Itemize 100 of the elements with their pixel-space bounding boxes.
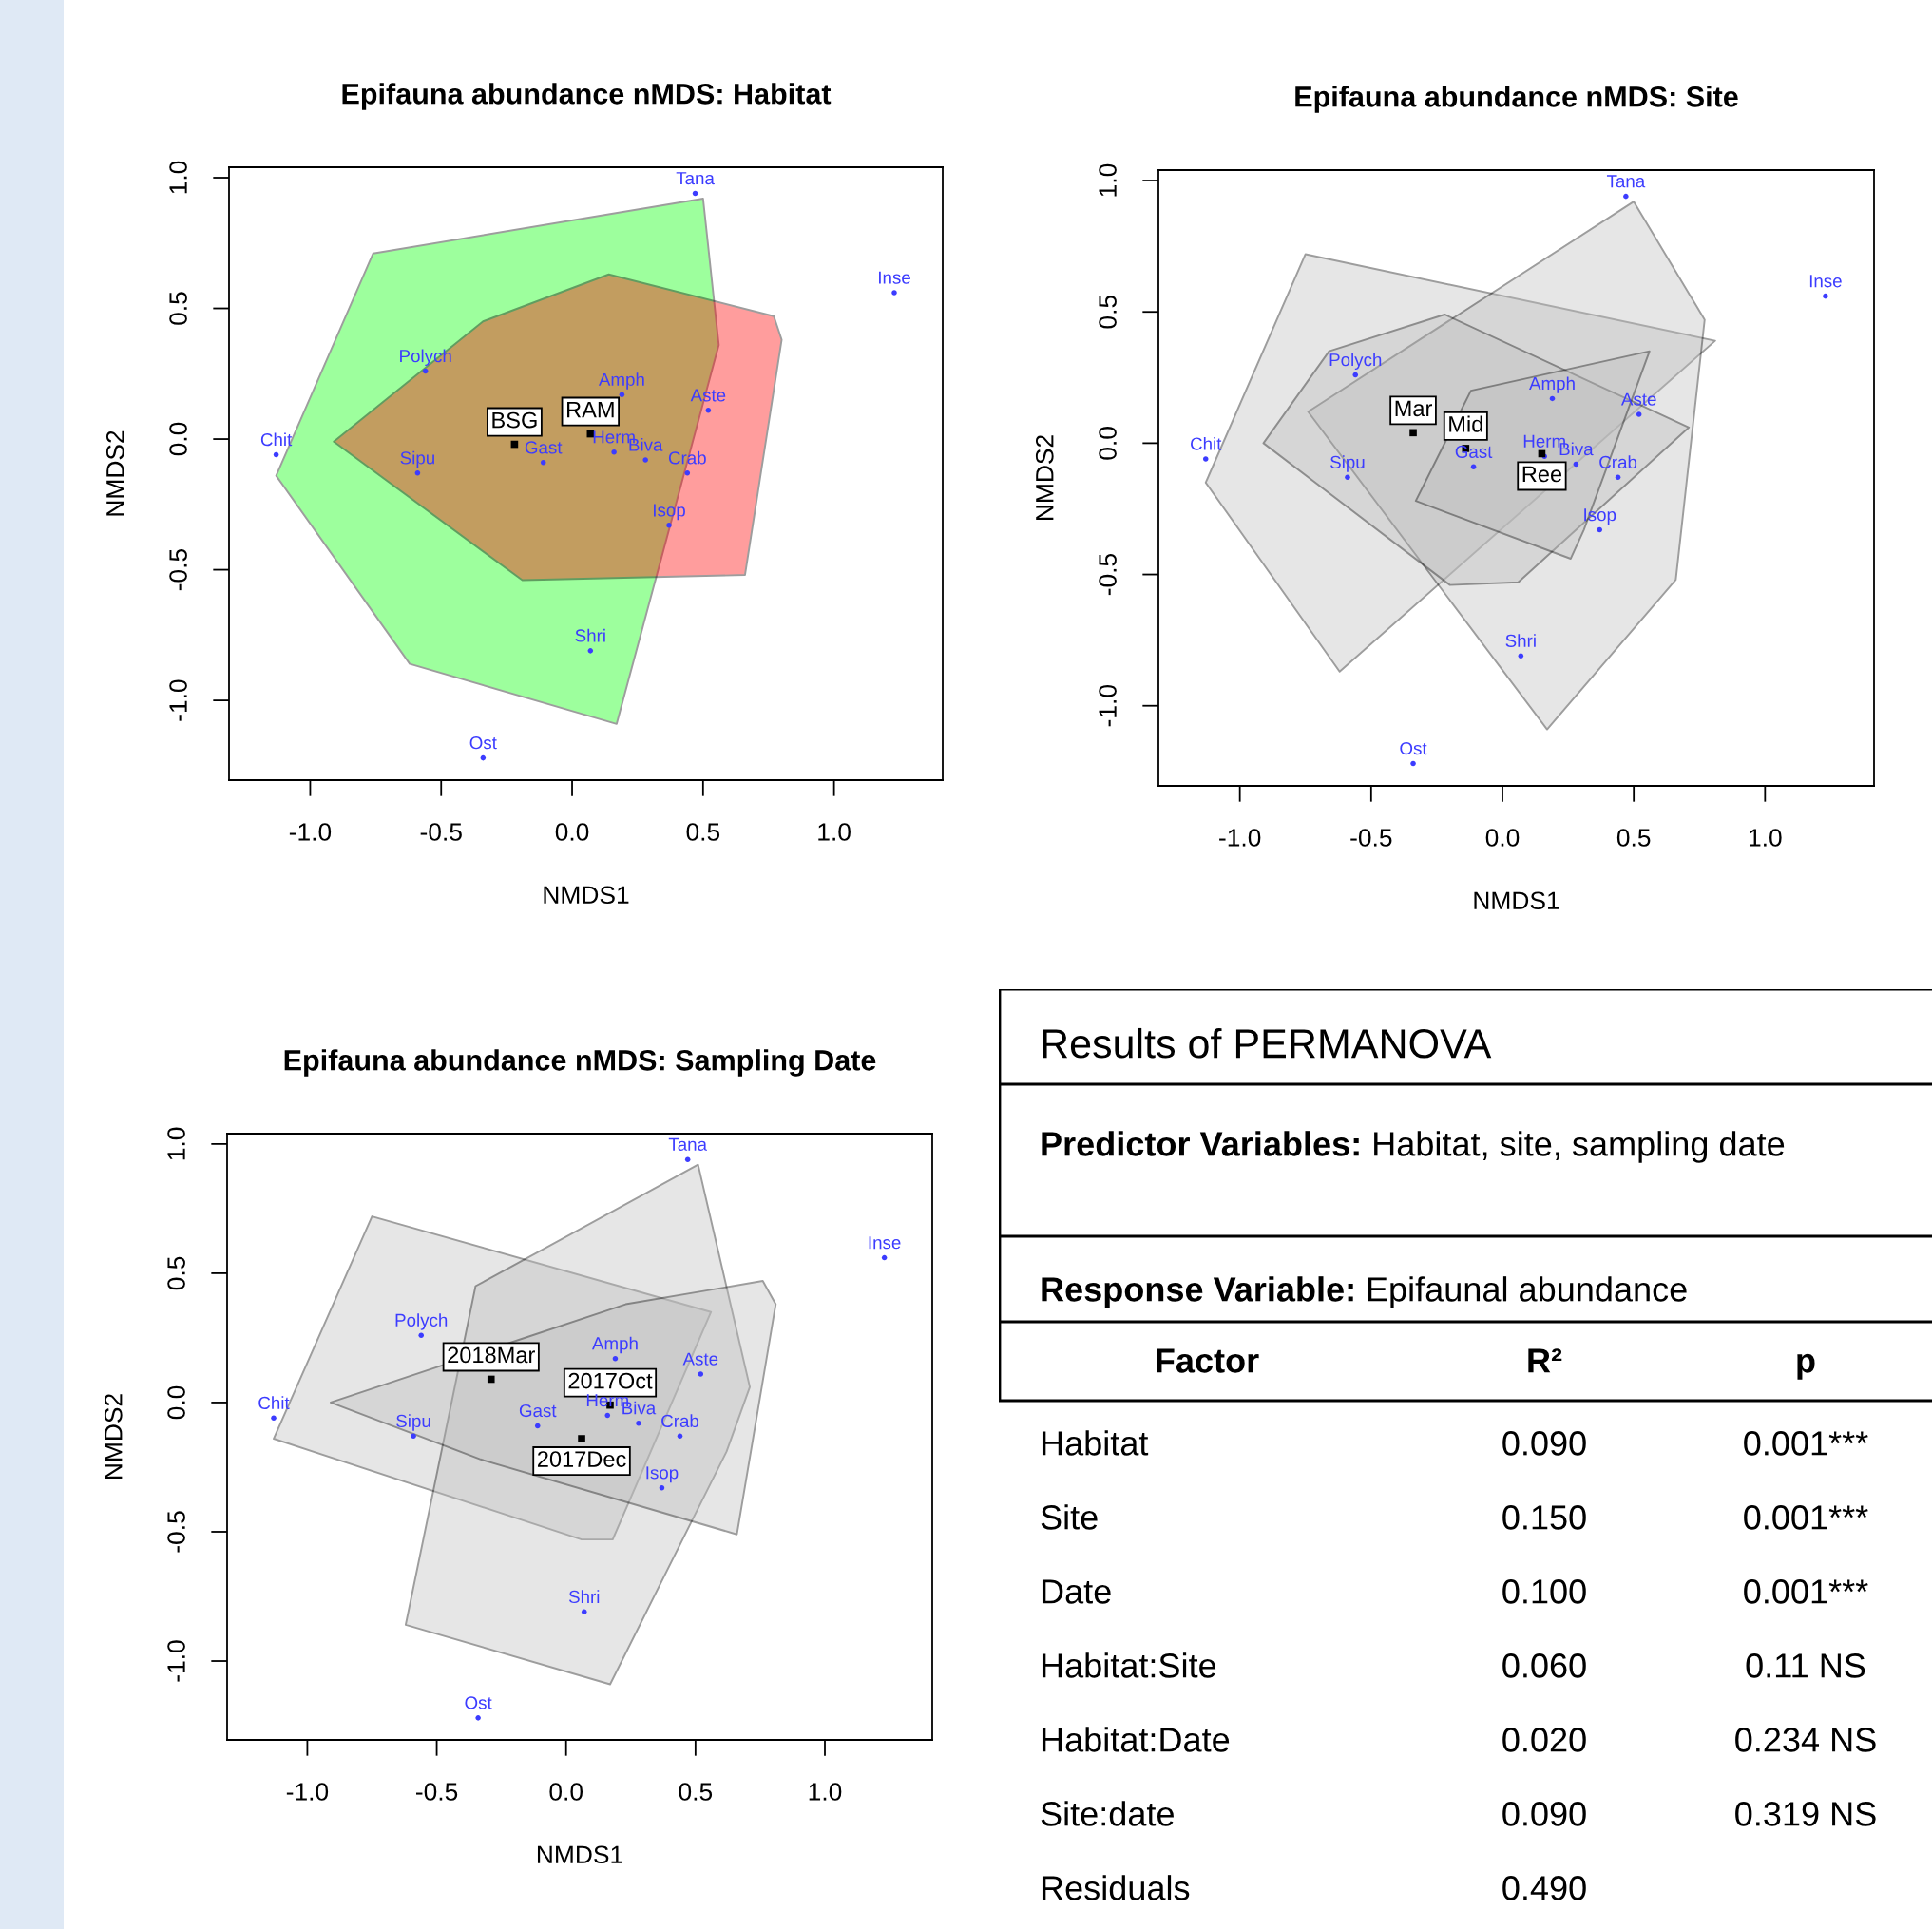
- data-label: Polych: [1329, 353, 1382, 370]
- category-label: Date: [1042, 1579, 1111, 1604]
- data-label: Isop: [646, 1466, 679, 1483]
- y-tick-label: -0.5: [169, 548, 187, 591]
- text: 0.319 NS: [1735, 1802, 1876, 1826]
- y-tick-label: 0.0: [1099, 427, 1117, 460]
- x-tick-label: 0.5: [686, 823, 720, 841]
- x-tick-label: -0.5: [416, 1783, 458, 1801]
- x-tick-label: 0.5: [1616, 829, 1651, 847]
- data-label: 2017Oct: [568, 1372, 653, 1389]
- y-axis-title: NMDS2: [1035, 435, 1054, 521]
- data-label: Polych: [395, 1313, 448, 1330]
- y-tick-label: 1.0: [1099, 163, 1117, 197]
- y-tick-label: 0.5: [167, 1256, 185, 1290]
- data-label: Aste: [1620, 392, 1656, 406]
- data-label: Crab: [661, 1414, 699, 1428]
- x-tick-label: -1.0: [286, 1783, 329, 1801]
- data-label: Amph: [1529, 376, 1575, 393]
- y-tick-label: -0.5: [1099, 553, 1117, 596]
- text: 0.001***: [1744, 1505, 1868, 1530]
- data-label: Aste: [682, 1352, 718, 1366]
- data-label: Mar: [1395, 400, 1432, 417]
- text: 0.020: [1502, 1728, 1586, 1752]
- x-tick-label: -1.0: [289, 823, 332, 841]
- x-tick-label: 0.5: [679, 1783, 713, 1801]
- category-label: Factor: [1157, 1348, 1259, 1373]
- text: 0.060: [1502, 1653, 1586, 1678]
- category-label: Habitat:Date: [1042, 1727, 1230, 1752]
- y-tick-label: 0.0: [169, 422, 187, 456]
- text: 0.100: [1502, 1579, 1586, 1604]
- text: Predictor Variables: Habitat, site, sampling date: [1042, 1131, 1785, 1163]
- y-tick-label: 0.5: [169, 292, 187, 325]
- data-label: Sipu: [400, 450, 434, 468]
- x-tick-label: 1.0: [818, 823, 851, 841]
- data-label: Aste: [690, 389, 726, 402]
- data-label: Ree: [1522, 466, 1562, 483]
- data-label: Amph: [591, 1336, 638, 1354]
- x-tick-label: 1.0: [809, 1783, 842, 1801]
- y-axis-title: NMDS2: [104, 1394, 123, 1480]
- data-label: 2018Mar: [448, 1346, 535, 1364]
- data-label: Chit: [258, 1396, 290, 1410]
- x-tick-label: 0.0: [1485, 829, 1520, 847]
- data-label: Chit: [260, 432, 293, 447]
- text: 0.090: [1502, 1431, 1586, 1456]
- x-tick-label: 0.0: [549, 1783, 583, 1801]
- data-label: Gast: [1455, 445, 1493, 458]
- data-label: Amph: [598, 372, 644, 390]
- text: Response Variable: Epifaunal abundance: [1042, 1276, 1687, 1308]
- data-label: Inse: [1809, 275, 1842, 288]
- data-label: 2017Dec: [537, 1451, 626, 1467]
- chart-title: Epifauna abundance nMDS: Sampling Date: [284, 1049, 876, 1077]
- text: 0.490: [1502, 1876, 1586, 1900]
- data-label: Mid: [1449, 415, 1482, 432]
- category-label: Site: [1041, 1504, 1098, 1530]
- y-axis-title: NMDS2: [105, 430, 124, 516]
- data-label: Ost: [465, 1696, 492, 1709]
- y-tick-label: -1.0: [1099, 685, 1117, 727]
- data-label: Chit: [1191, 436, 1222, 450]
- data-label: Ost: [469, 736, 497, 750]
- data-label: Inse: [869, 1236, 901, 1250]
- text: 0.090: [1502, 1802, 1586, 1826]
- data-label: Inse: [879, 271, 910, 284]
- data-label: Polych: [400, 349, 451, 366]
- data-label: Tana: [676, 172, 715, 185]
- category-label: Residuals: [1042, 1875, 1190, 1900]
- data-label: Crab: [1599, 455, 1637, 469]
- data-label: Ost: [1400, 741, 1427, 755]
- data-label: Sipu: [396, 1414, 430, 1431]
- x-tick-label: -1.0: [1219, 829, 1261, 847]
- data-label: Shri: [1505, 634, 1536, 647]
- x-axis-title: NMDS1: [1474, 891, 1559, 910]
- data-label: Tana: [668, 1137, 708, 1151]
- category-label: Habitat: [1042, 1430, 1149, 1456]
- x-axis-title: NMDS1: [537, 1845, 622, 1864]
- y-tick-label: 1.0: [169, 161, 187, 194]
- text: 0.001***: [1744, 1579, 1868, 1604]
- data-label: BSG: [492, 411, 537, 429]
- x-tick-label: -0.5: [1350, 829, 1392, 847]
- y-tick-label: -1.0: [167, 1640, 185, 1682]
- data-label: Sipu: [1330, 455, 1365, 472]
- data-label: Tana: [1606, 175, 1646, 188]
- data-label: Gast: [519, 1404, 557, 1418]
- x-tick-label: 1.0: [1749, 829, 1782, 847]
- text: 0.001***: [1744, 1431, 1868, 1456]
- x-tick-label: -0.5: [420, 823, 462, 841]
- y-tick-label: 0.0: [167, 1385, 185, 1420]
- y-tick-label: 1.0: [167, 1127, 185, 1160]
- category-label: R²: [1528, 1348, 1562, 1373]
- category-label: Habitat:Site: [1042, 1652, 1216, 1678]
- text: 0.234 NS: [1735, 1728, 1876, 1752]
- y-tick-label: -1.0: [169, 679, 187, 721]
- y-tick-label: -0.5: [167, 1511, 185, 1553]
- text: Results of PERMANOVA: [1043, 1027, 1492, 1059]
- data-label: Crab: [668, 450, 706, 465]
- data-label: Shri: [568, 1590, 600, 1604]
- category-label: Site:date: [1041, 1801, 1174, 1826]
- data-label: Shri: [575, 628, 605, 642]
- x-axis-title: NMDS1: [544, 886, 629, 905]
- data-label: RAM: [567, 401, 614, 418]
- x-tick-label: 0.0: [555, 823, 589, 841]
